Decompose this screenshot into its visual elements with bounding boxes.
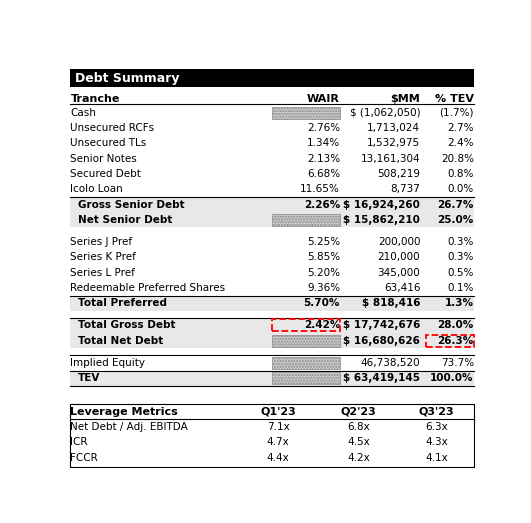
Bar (71, 318, 474, 333)
Bar (272, 357, 340, 369)
Text: $MM: $MM (390, 94, 421, 104)
Text: Icolo Loan: Icolo Loan (71, 184, 123, 194)
Text: 5.70%: 5.70% (304, 298, 340, 308)
Text: 0.5%: 0.5% (448, 268, 474, 278)
Text: Redeemable Preferred Shares: Redeemable Preferred Shares (71, 283, 226, 293)
Text: Series L Pref: Series L Pref (71, 268, 135, 278)
Text: 26.3%: 26.3% (438, 336, 474, 346)
Text: 25.0%: 25.0% (438, 215, 474, 225)
Text: WAIR: WAIR (307, 94, 340, 104)
Text: Total Preferred: Total Preferred (78, 298, 167, 308)
Text: $ 818,416: $ 818,416 (362, 298, 421, 308)
Bar (272, 372, 340, 384)
Text: 100.0%: 100.0% (430, 373, 474, 383)
Text: 2.7%: 2.7% (447, 123, 474, 133)
Text: Q2'23: Q2'23 (341, 406, 376, 417)
Text: Secured Debt: Secured Debt (71, 169, 141, 179)
Bar (71, 295, 474, 311)
Text: 63,416: 63,416 (384, 283, 421, 293)
Text: 0.0%: 0.0% (448, 184, 474, 194)
Text: Gross Senior Debt: Gross Senior Debt (78, 199, 185, 210)
Text: Cash: Cash (71, 108, 96, 118)
Text: Net Senior Debt: Net Senior Debt (78, 215, 172, 225)
Text: 20.8%: 20.8% (441, 154, 474, 164)
Text: 13,161,304: 13,161,304 (361, 154, 421, 164)
Bar (71, 333, 474, 348)
Text: 4.5x: 4.5x (347, 437, 370, 447)
Text: Series J Pref: Series J Pref (71, 237, 133, 247)
Text: $ 16,924,260: $ 16,924,260 (344, 199, 421, 210)
Text: 11.65%: 11.65% (301, 184, 340, 194)
Bar (272, 320, 340, 332)
Text: 0.1%: 0.1% (448, 283, 474, 293)
Text: 6.8x: 6.8x (347, 422, 370, 432)
Text: 5.85%: 5.85% (307, 252, 340, 263)
Text: $ 15,862,210: $ 15,862,210 (344, 215, 421, 225)
Bar (272, 335, 340, 347)
Text: Total Gross Debt: Total Gross Debt (78, 321, 175, 331)
Text: 0.8%: 0.8% (448, 169, 474, 179)
Text: 9.36%: 9.36% (307, 283, 340, 293)
Text: 2.42%: 2.42% (304, 321, 340, 331)
Text: % TEV: % TEV (435, 94, 474, 104)
Text: ICR: ICR (71, 437, 88, 447)
Text: Unsecured RCFs: Unsecured RCFs (71, 123, 155, 133)
Text: 2.13%: 2.13% (307, 154, 340, 164)
Text: 4.4x: 4.4x (267, 452, 290, 462)
Text: TEV: TEV (78, 373, 100, 383)
Text: 73.7%: 73.7% (441, 358, 474, 368)
Text: Total Net Debt: Total Net Debt (78, 336, 163, 346)
Text: Implied Equity: Implied Equity (71, 358, 145, 368)
Bar (71, 197, 474, 212)
Text: 4.7x: 4.7x (267, 437, 290, 447)
Text: $ (1,062,050): $ (1,062,050) (349, 108, 421, 118)
Bar (71, 404, 474, 467)
Text: 2.26%: 2.26% (304, 199, 340, 210)
Text: 0.3%: 0.3% (448, 237, 474, 247)
Text: 1.3%: 1.3% (445, 298, 474, 308)
Text: $ 17,742,676: $ 17,742,676 (343, 321, 421, 331)
Text: 508,219: 508,219 (378, 169, 421, 179)
Text: Series K Pref: Series K Pref (71, 252, 136, 263)
Text: 5.25%: 5.25% (307, 237, 340, 247)
Text: Leverage Metrics: Leverage Metrics (71, 406, 178, 417)
Text: 7.1x: 7.1x (267, 422, 290, 432)
Bar (272, 214, 340, 226)
Text: 1.34%: 1.34% (307, 138, 340, 149)
Bar (71, 371, 474, 386)
Text: FCCR: FCCR (71, 452, 98, 462)
Bar (426, 335, 474, 347)
Text: 26.7%: 26.7% (438, 199, 474, 210)
Bar (272, 107, 340, 119)
Text: 210,000: 210,000 (378, 252, 421, 263)
Text: (1.7%): (1.7%) (439, 108, 474, 118)
Text: Tranche: Tranche (71, 94, 120, 104)
Text: 1,532,975: 1,532,975 (367, 138, 421, 149)
Text: 6.68%: 6.68% (307, 169, 340, 179)
Text: 28.0%: 28.0% (438, 321, 474, 331)
Text: $ 63,419,145: $ 63,419,145 (343, 373, 421, 383)
Text: $ 16,680,626: $ 16,680,626 (344, 336, 421, 346)
Text: 4.1x: 4.1x (425, 452, 448, 462)
Bar (71, 212, 474, 228)
Text: 200,000: 200,000 (378, 237, 421, 247)
Text: Senior Notes: Senior Notes (71, 154, 137, 164)
Text: 5.20%: 5.20% (307, 268, 340, 278)
Bar (71, 69, 474, 87)
Text: 8,737: 8,737 (390, 184, 421, 194)
Text: 6.3x: 6.3x (425, 422, 448, 432)
Text: Debt Summary: Debt Summary (75, 72, 180, 85)
Text: 4.3x: 4.3x (425, 437, 448, 447)
Text: 1,713,024: 1,713,024 (367, 123, 421, 133)
Text: Unsecured TLs: Unsecured TLs (71, 138, 147, 149)
Text: Q3'23: Q3'23 (419, 406, 455, 417)
Text: 2.76%: 2.76% (307, 123, 340, 133)
Text: 4.2x: 4.2x (347, 452, 370, 462)
Text: 345,000: 345,000 (378, 268, 421, 278)
Text: Net Debt / Adj. EBITDA: Net Debt / Adj. EBITDA (71, 422, 189, 432)
Text: 0.3%: 0.3% (448, 252, 474, 263)
Text: Q1'23: Q1'23 (260, 406, 296, 417)
Text: 2.4%: 2.4% (447, 138, 474, 149)
Text: 46,738,520: 46,738,520 (361, 358, 421, 368)
